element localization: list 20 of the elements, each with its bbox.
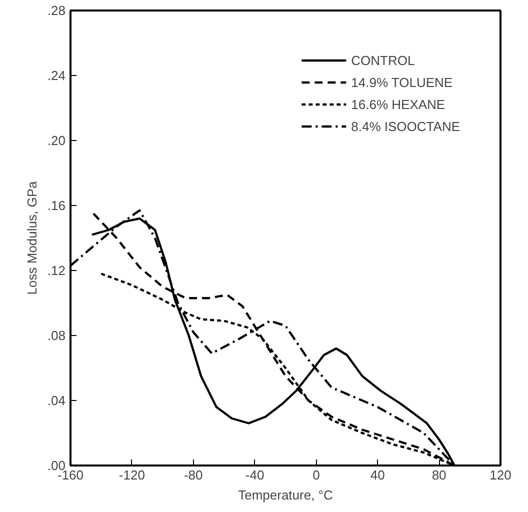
x-tick-label: -80 bbox=[184, 468, 203, 482]
y-tick-label: .20 bbox=[47, 133, 66, 148]
x-tick-label: 40 bbox=[370, 468, 385, 482]
x-tick-label: 120 bbox=[490, 468, 512, 482]
y-axis-title: Loss Modulus, GPa bbox=[24, 180, 40, 295]
x-tick-label: -40 bbox=[245, 468, 264, 482]
x-tick-label: 0 bbox=[312, 468, 320, 482]
y-tick-label: .28 bbox=[47, 3, 66, 18]
y-tick-label: .04 bbox=[47, 393, 66, 408]
legend-label: 16.6% HEXANE bbox=[351, 96, 446, 112]
x-tick-label: 80 bbox=[432, 468, 446, 482]
y-tick-label: .12 bbox=[47, 263, 66, 278]
legend-label: 14.9% TOLUENE bbox=[351, 74, 453, 90]
x-tick-label: -120 bbox=[118, 468, 145, 482]
y-tick-label: .08 bbox=[47, 328, 66, 343]
y-tick-label: .16 bbox=[47, 198, 66, 213]
legend-label: 8.4% ISOOCTANE bbox=[351, 118, 460, 134]
legend-label: CONTROL bbox=[351, 52, 415, 68]
x-axis-title: Temperature, °C bbox=[238, 488, 333, 502]
y-tick-label: .24 bbox=[47, 68, 66, 83]
